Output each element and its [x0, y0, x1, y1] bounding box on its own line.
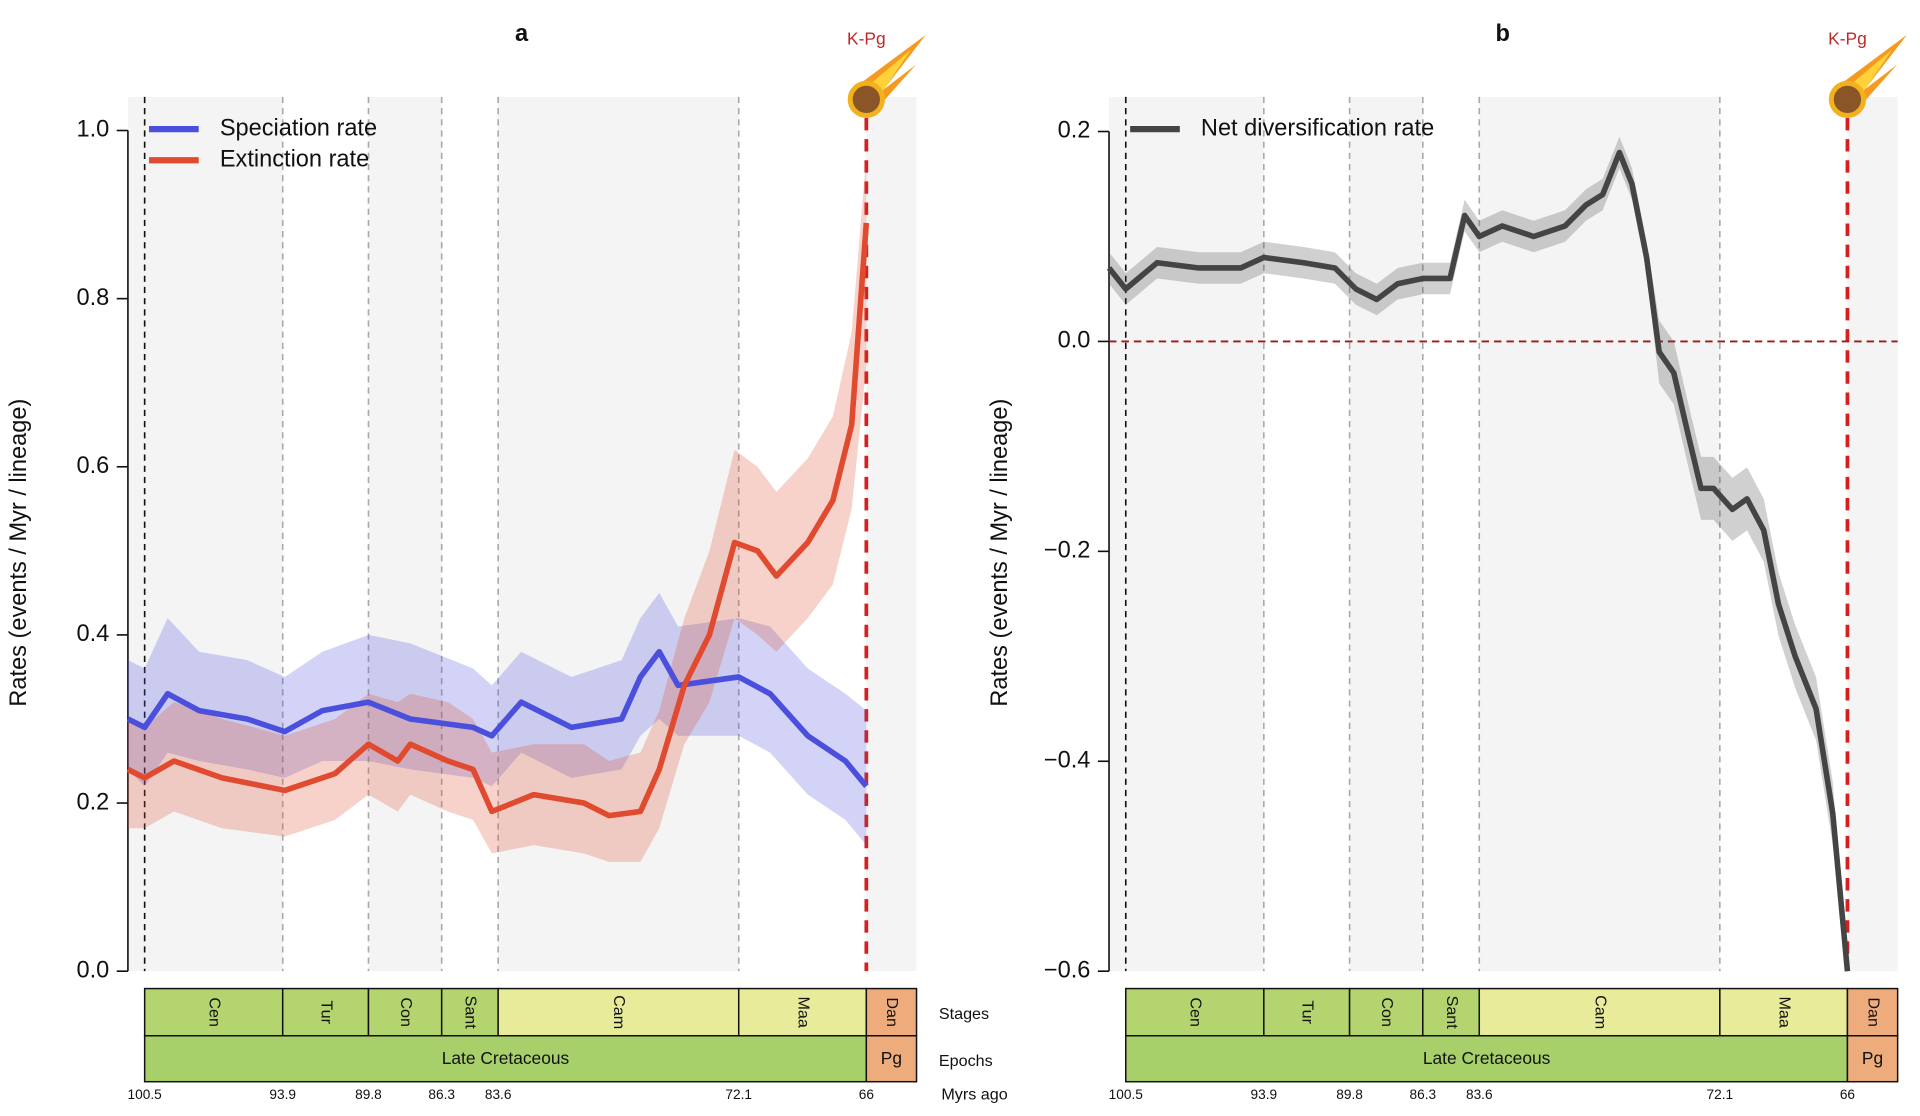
y-tick-label: 0.4	[77, 620, 110, 646]
epoch-label: Late Cretaceous	[442, 1048, 570, 1068]
stage-label: Cam	[1591, 995, 1609, 1029]
x-tick-label: 83.6	[485, 1087, 512, 1102]
y-tick-label: 0.2	[77, 788, 110, 814]
confidence-band	[127, 592, 867, 846]
stage-stripe	[282, 96, 369, 972]
meteor	[847, 80, 885, 118]
x-tick-label: 89.8	[1336, 1087, 1363, 1102]
stage-stripe	[441, 96, 499, 972]
stage-label: Con	[1378, 997, 1396, 1027]
event-annotation: K-Pg	[847, 28, 886, 48]
panel-title: a	[515, 20, 529, 46]
epoch-label: Late Cretaceous	[1423, 1048, 1551, 1068]
stage-stripe	[738, 96, 867, 972]
stage-label: Maa	[794, 996, 812, 1027]
stage-label: Con	[397, 997, 415, 1027]
stage-label: Dan	[1864, 997, 1882, 1027]
epoch-box	[143, 1035, 868, 1083]
stage-label: Cen	[205, 997, 223, 1027]
y-tick-label: 0.0	[77, 956, 110, 982]
confidence-band	[1109, 136, 1848, 972]
stage-label: Sant	[1443, 996, 1461, 1030]
row-label: Stages	[939, 1005, 989, 1023]
stage-stripe	[1263, 96, 1350, 972]
epoch-label: Pg	[1862, 1048, 1883, 1068]
stage-box	[367, 987, 443, 1037]
stage-label: Maa	[1775, 996, 1793, 1027]
y-tick-label: 0.6	[77, 452, 110, 478]
epoch-label: Pg	[881, 1048, 902, 1068]
stage-box	[737, 987, 868, 1037]
stage-label: Cam	[610, 995, 628, 1029]
y-tick-label: 1.0	[77, 116, 110, 142]
stage-box	[1846, 987, 1899, 1037]
stage-label: Sant	[462, 996, 480, 1030]
x-tick-label: 89.8	[355, 1087, 382, 1102]
stage-box	[1478, 987, 1721, 1037]
y-tick-label: −0.6	[1044, 956, 1091, 982]
y-axis-label: Rates (events / Myr / lineage)	[5, 399, 31, 707]
epoch-box	[1125, 1035, 1849, 1083]
x-tick-label: 66	[1840, 1087, 1855, 1102]
y-tick-label: 0.0	[1058, 327, 1091, 353]
series-line	[126, 648, 869, 789]
y-tick-label: 0.2	[1058, 117, 1091, 143]
stage-box	[497, 987, 740, 1037]
x-tick-label: 100.5	[1109, 1087, 1144, 1102]
y-tick-label: −0.2	[1044, 537, 1091, 563]
y-axis-label: Rates (events / Myr / lineage)	[986, 399, 1012, 707]
series-line	[126, 222, 870, 819]
x-tick-label: 72.1	[1707, 1087, 1734, 1102]
legend-label: Extinction rate	[220, 145, 369, 171]
stage-box	[1125, 987, 1265, 1037]
event-annotation: K-Pg	[1828, 28, 1867, 48]
stage-label: Tur	[317, 1000, 335, 1024]
x-tick-label: 72.1	[725, 1087, 752, 1102]
legend-label: Speciation rate	[220, 114, 377, 140]
y-tick-label: −0.4	[1044, 747, 1091, 773]
stage-stripe	[1422, 96, 1480, 972]
panel-title: b	[1496, 20, 1510, 46]
stage-label: Dan	[883, 997, 901, 1027]
epoch-box	[865, 1035, 918, 1083]
series-line	[1106, 149, 1851, 972]
x-tick-label: 86.3	[428, 1087, 455, 1102]
stage-stripe	[1719, 96, 1848, 972]
x-tick-label: 93.9	[1251, 1087, 1278, 1102]
epoch-box	[1846, 1035, 1899, 1083]
stage-label: Tur	[1298, 1000, 1316, 1024]
x-tick-label: 86.3	[1410, 1087, 1437, 1102]
row-label: Epochs	[939, 1052, 993, 1070]
y-tick-label: 0.8	[77, 284, 110, 310]
legend-label: Net diversification rate	[1201, 114, 1434, 140]
x-tick-label: 93.9	[269, 1087, 296, 1102]
stage-box	[1348, 987, 1424, 1037]
stage-label: Cen	[1187, 997, 1205, 1027]
x-tick-label: 83.6	[1466, 1087, 1493, 1102]
x-tick-label: 100.5	[128, 1087, 163, 1102]
meteor	[1828, 80, 1867, 118]
x-axis-unit-label: Myrs ago	[941, 1086, 1007, 1104]
x-tick-label: 66	[859, 1087, 874, 1102]
